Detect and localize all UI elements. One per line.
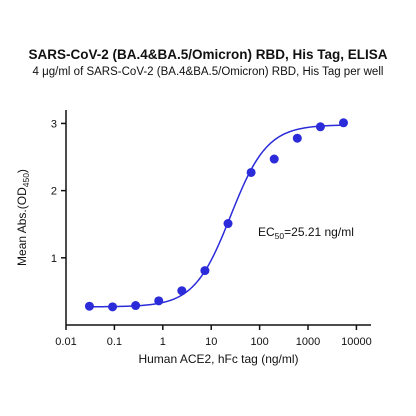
ec50-annotation-main: EC	[258, 225, 275, 239]
x-tick-label: 1000	[296, 336, 320, 348]
data-point	[108, 302, 118, 312]
y-axis-label-main: Mean Abs.(OD	[15, 187, 29, 266]
x-tick-label: 10	[205, 336, 217, 348]
data-point	[292, 133, 302, 143]
y-axis-label-subscript: 450	[21, 173, 31, 187]
x-tick-label: 0.01	[55, 336, 76, 348]
ec50-annotation-subscript: 50	[275, 231, 285, 241]
data-point	[269, 154, 279, 164]
chart-title: SARS-CoV-2 (BA.4&BA.5/Omicron) RBD, His …	[28, 47, 388, 62]
data-point	[177, 286, 187, 296]
x-tick-label: 100	[250, 336, 268, 348]
y-axis-label-close: )	[15, 169, 29, 173]
data-point	[200, 266, 210, 276]
x-tick-label: 1	[160, 336, 166, 348]
data-point	[131, 301, 141, 311]
data-point	[338, 118, 348, 128]
data-point	[246, 167, 256, 177]
x-tick-label: 0.1	[107, 336, 122, 348]
data-point	[154, 296, 164, 306]
x-axis-label: Human ACE2, hFc tag (ng/ml)	[138, 352, 298, 366]
ec50-annotation: EC50=25.21 ng/ml	[258, 225, 354, 241]
fit-curve	[89, 124, 344, 308]
y-tick-label: 1	[51, 253, 57, 265]
y-tick-label: 3	[51, 118, 57, 130]
data-point	[223, 219, 233, 229]
chart-subtitle: 4 μg/ml of SARS-CoV-2 (BA.4&BA.5/Omicron…	[32, 66, 384, 78]
x-tick-label: 10000	[341, 336, 372, 348]
data-point	[315, 122, 325, 132]
ec50-annotation-value: =25.21 ng/ml	[284, 225, 354, 239]
y-tick-label: 2	[51, 186, 57, 198]
axes	[65, 110, 371, 326]
data-point	[84, 301, 94, 311]
y-axis-label: Mean Abs.(OD450)	[15, 169, 31, 266]
